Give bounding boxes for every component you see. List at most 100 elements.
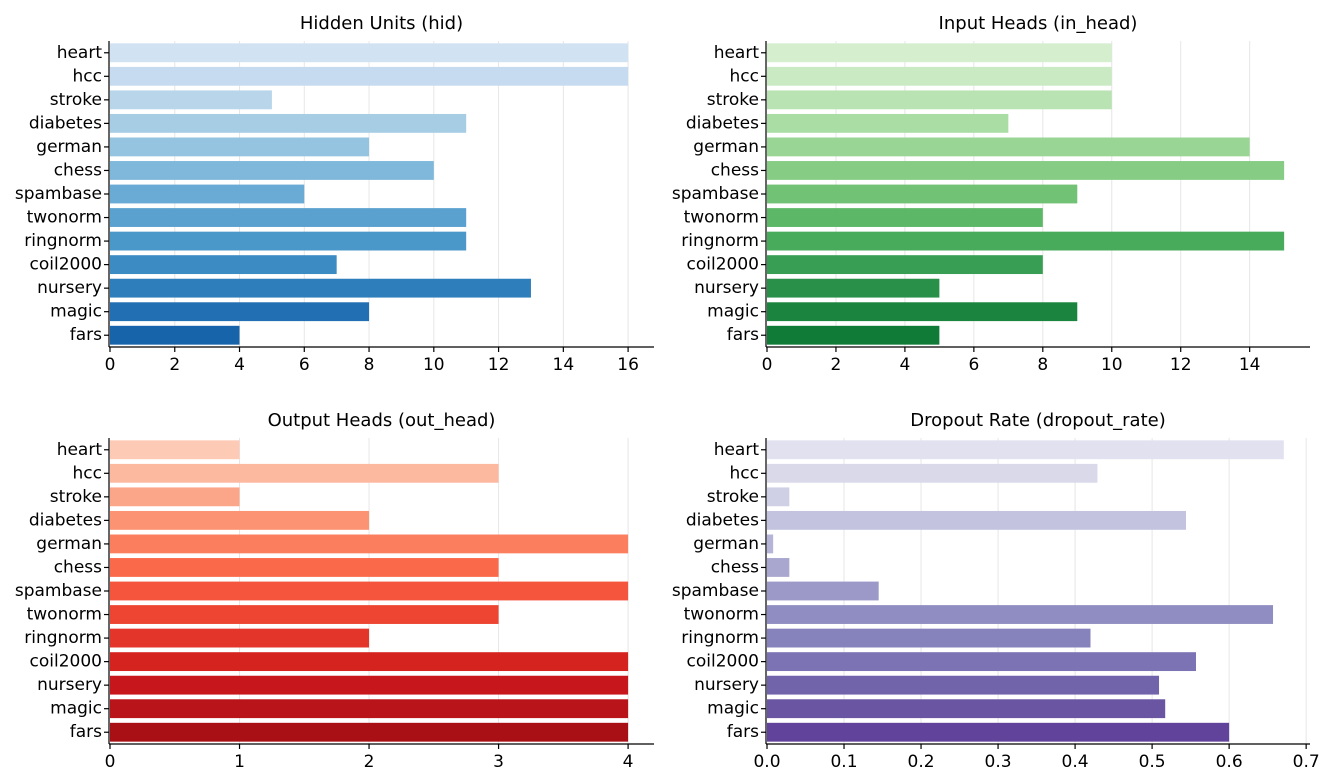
ytick-label-out-head-heart: heart [57,440,103,460]
xtick-label-in-head-1: 2 [831,355,842,375]
ytick-label-hid-ringnorm: ringnorm [24,231,102,251]
xtick-label-out-head-2: 2 [364,752,375,772]
bar-out-head-hcc [110,463,499,483]
ytick-label-hid-hcc: hcc [73,66,102,86]
ytick-label-out-head-nursery: nursery [37,675,102,695]
ytick-label-in-head-ringnorm: ringnorm [681,231,759,251]
xtick-label-hid-5: 10 [423,355,445,375]
xtick-label-in-head-4: 8 [1037,355,1048,375]
ytick-label-out-head-german: german [36,534,102,554]
xtick-label-hid-0: 0 [105,355,116,375]
bar-in-head-ringnorm [767,231,1285,251]
ytick-label-out-head-chess: chess [54,557,102,577]
bar-out-head-twonorm [110,605,499,624]
ytick-label-in-head-magic: magic [707,302,759,322]
xtick-label-in-head-3: 6 [968,355,979,375]
bar-hid-magic [110,302,370,322]
bar-out-head-german [110,534,629,554]
bar-in-head-heart [767,43,1112,63]
ytick-label-in-head-german: german [693,137,759,157]
ytick-label-out-head-coil2000: coil2000 [30,652,102,672]
bar-dropout-rate-chess [767,558,790,577]
bar-hid-heart [110,43,629,63]
xtick-label-in-head-6: 12 [1170,355,1192,375]
xtick-label-dropout-rate-6: 0.6 [1216,752,1243,772]
bar-hid-fars [110,325,240,345]
bar-hid-diabetes [110,113,467,133]
bar-in-head-hcc [767,66,1112,86]
xtick-label-in-head-0: 0 [762,355,773,375]
ytick-label-dropout-rate-magic: magic [707,699,759,719]
ytick-label-in-head-diabetes: diabetes [686,113,759,133]
ytick-label-out-head-spambase: spambase [15,581,102,601]
bar-dropout-rate-spambase [767,581,879,601]
bar-dropout-rate-german [767,534,774,554]
bar-in-head-coil2000 [767,255,1043,275]
ytick-label-hid-diabetes: diabetes [29,113,102,133]
xtick-label-hid-1: 2 [169,355,180,375]
xtick-label-out-head-1: 1 [234,752,245,772]
xtick-label-hid-6: 12 [488,355,510,375]
bar-in-head-diabetes [767,113,1009,133]
ytick-label-in-head-hcc: hcc [730,66,759,86]
bar-in-head-stroke [767,90,1112,110]
ytick-label-dropout-rate-fars: fars [727,722,759,742]
ytick-label-dropout-rate-heart: heart [714,440,760,460]
xtick-label-dropout-rate-4: 0.4 [1062,752,1089,772]
panel-title-hid: Hidden Units (hid) [300,13,463,34]
panel-dropout-rate: Dropout Rate (dropout_rate)heart hcc strok… [672,410,1320,772]
ytick-label-dropout-rate-nursery: nursery [694,675,759,695]
ytick-label-in-head-fars: fars [727,325,759,345]
bar-in-head-german [767,137,1250,157]
bar-dropout-rate-fars [767,722,1230,742]
xtick-label-hid-3: 6 [299,355,310,375]
xtick-label-hid-7: 14 [553,355,575,375]
ytick-label-out-head-diabetes: diabetes [29,510,102,530]
ytick-label-hid-german: german [36,137,102,157]
xtick-label-out-head-4: 4 [623,752,634,772]
panel-in-head: Input Heads (in_head)heart hcc stroke diabe… [672,13,1310,375]
bar-in-head-chess [767,161,1285,180]
xtick-label-dropout-rate-1: 0.1 [830,752,857,772]
ytick-label-dropout-rate-stroke: stroke [707,487,759,507]
bar-out-head-diabetes [110,510,370,530]
bar-hid-chess [110,161,434,180]
bar-hid-nursery [110,278,531,298]
xtick-label-dropout-rate-7: 0.7 [1293,752,1320,772]
xtick-label-in-head-5: 10 [1101,355,1123,375]
ytick-label-dropout-rate-spambase: spambase [672,581,759,601]
ytick-label-hid-chess: chess [54,160,102,180]
ytick-label-hid-coil2000: coil2000 [30,255,102,275]
bar-dropout-rate-diabetes [767,510,1186,530]
ytick-label-out-head-twonorm: twonorm [27,605,102,625]
ytick-label-in-head-spambase: spambase [672,184,759,204]
bar-out-head-fars [110,722,629,742]
ytick-label-hid-stroke: stroke [50,90,102,110]
bar-dropout-rate-magic [767,699,1166,719]
bar-hid-german [110,137,370,157]
ytick-label-hid-spambase: spambase [15,184,102,204]
bar-dropout-rate-stroke [767,487,790,507]
panel-out-head: Output Heads (out_head)heart hcc stroke dia… [15,410,654,772]
ytick-label-out-head-magic: magic [50,699,102,719]
bar-hid-twonorm [110,208,467,227]
bar-out-head-nursery [110,675,629,695]
bar-dropout-rate-hcc [767,463,1098,483]
xtick-label-hid-4: 8 [364,355,375,375]
bar-in-head-spambase [767,184,1078,204]
ytick-label-dropout-rate-chess: chess [711,557,759,577]
bar-out-head-coil2000 [110,652,629,672]
ytick-label-hid-twonorm: twonorm [27,208,102,228]
bar-dropout-rate-twonorm [767,605,1274,624]
panel-title-dropout-rate: Dropout Rate (dropout_rate) [910,410,1165,431]
ytick-label-dropout-rate-coil2000: coil2000 [687,652,759,672]
xtick-label-out-head-0: 0 [105,752,116,772]
bar-hid-spambase [110,184,305,204]
ytick-label-dropout-rate-german: german [693,534,759,554]
ytick-label-out-head-ringnorm: ringnorm [24,628,102,648]
xtick-label-hid-2: 4 [234,355,245,375]
bar-dropout-rate-coil2000 [767,652,1197,672]
bar-dropout-rate-nursery [767,675,1160,695]
